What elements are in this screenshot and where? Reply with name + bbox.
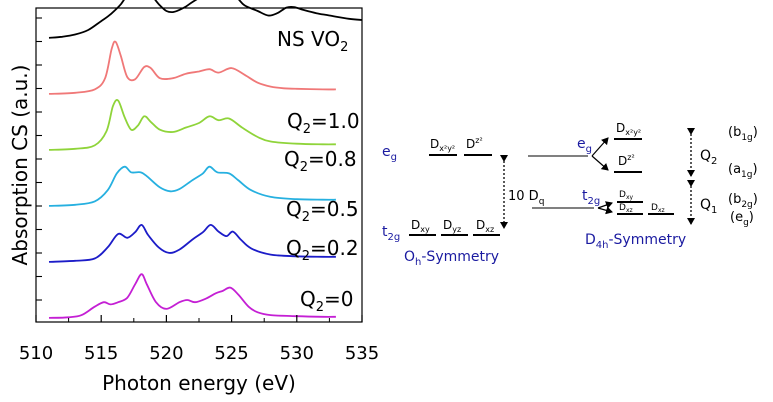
- oh-dyz-label: Dyz: [443, 218, 461, 234]
- series-line-5: [48, 273, 336, 319]
- b2g-label: (b2g): [728, 192, 758, 210]
- b1g-label: (b1g): [728, 125, 758, 143]
- y-axis-ticks: [36, 17, 42, 301]
- oh-t2g-label: t2g: [382, 224, 400, 243]
- eg-sym-label: (eg): [730, 210, 754, 228]
- a1g-label: (a1g): [728, 162, 758, 180]
- d4h-symmetry-label: D4h-Symmetry: [585, 232, 686, 251]
- oh-symmetry-label: Oh-Symmetry: [404, 249, 499, 268]
- x-tick-label-4: 530: [280, 343, 314, 364]
- series-label-4: Q2=0.2: [286, 236, 359, 264]
- x-axis-ticks: 510 515 520 525 530 535: [19, 315, 379, 364]
- series-line-1: [48, 40, 336, 95]
- d4h-dz2-label: Dz²: [618, 153, 635, 168]
- d4h-eg-label: eg: [577, 136, 592, 155]
- d4h-eg-branch-up: [591, 137, 609, 157]
- d4h-t2g-branch-down: [597, 206, 613, 215]
- d4h-eg-branch-down: [591, 155, 609, 171]
- x-axis-label: Photon energy (eV): [102, 371, 296, 395]
- oh-eg-label: eg: [382, 144, 397, 163]
- d4h-t2g-label: t2g: [582, 188, 600, 207]
- oh-dx2y2-label: Dx²y²: [430, 137, 455, 153]
- series-label-5: Q2=0: [300, 287, 354, 315]
- d4h-t2g-branch-up: [597, 201, 613, 209]
- series-label-3: Q2=0.5: [286, 197, 359, 225]
- oh-dxz-label: Dxz: [476, 218, 494, 234]
- spectra-curves: [48, 0, 363, 319]
- series-label-0: NS VO2: [277, 27, 348, 55]
- spectra-chart: 510 515 520 525 530 535 NS VO2 Q2=1.0 Q2=0.8 Q2=…: [8, 0, 379, 395]
- oh-split-label: 10 Dq: [508, 189, 544, 207]
- q2-label: Q2: [700, 148, 717, 167]
- x-tick-label-2: 520: [149, 343, 183, 364]
- d4h-dx2y2-label: Dx²y²: [616, 121, 641, 137]
- series-line-3: [48, 165, 336, 207]
- series-labels: NS VO2 Q2=1.0 Q2=0.8 Q2=0.5 Q2=0.2 Q2=0: [277, 27, 360, 315]
- series-label-2: Q2=0.8: [284, 147, 357, 175]
- d4h-dxy-label: Dxy: [619, 190, 633, 201]
- x-tick-label-0: 510: [19, 343, 53, 364]
- series-line-4: [48, 224, 336, 263]
- y-axis-label: Absorption CS (a.u.): [8, 65, 32, 266]
- d4h-dxz-label: Dxz: [651, 203, 665, 214]
- series-line-0: [48, 0, 363, 39]
- energy-level-diagram: eg t2g Dx²y² Dz² Dxy Dyz Dxz 10 Dq Oh-Sy…: [382, 121, 758, 268]
- d4h-dyz-label: Dxz: [619, 203, 633, 214]
- x-tick-label-5: 535: [345, 343, 379, 364]
- oh-dxy-label: Dxy: [411, 218, 430, 234]
- x-tick-label-1: 515: [84, 343, 118, 364]
- series-line-2: [48, 99, 336, 151]
- oh-dz2-label: Dz²: [466, 136, 483, 151]
- series-label-1: Q2=1.0: [287, 109, 360, 137]
- x-tick-label-3: 525: [214, 343, 248, 364]
- q1-label: Q1: [700, 197, 717, 216]
